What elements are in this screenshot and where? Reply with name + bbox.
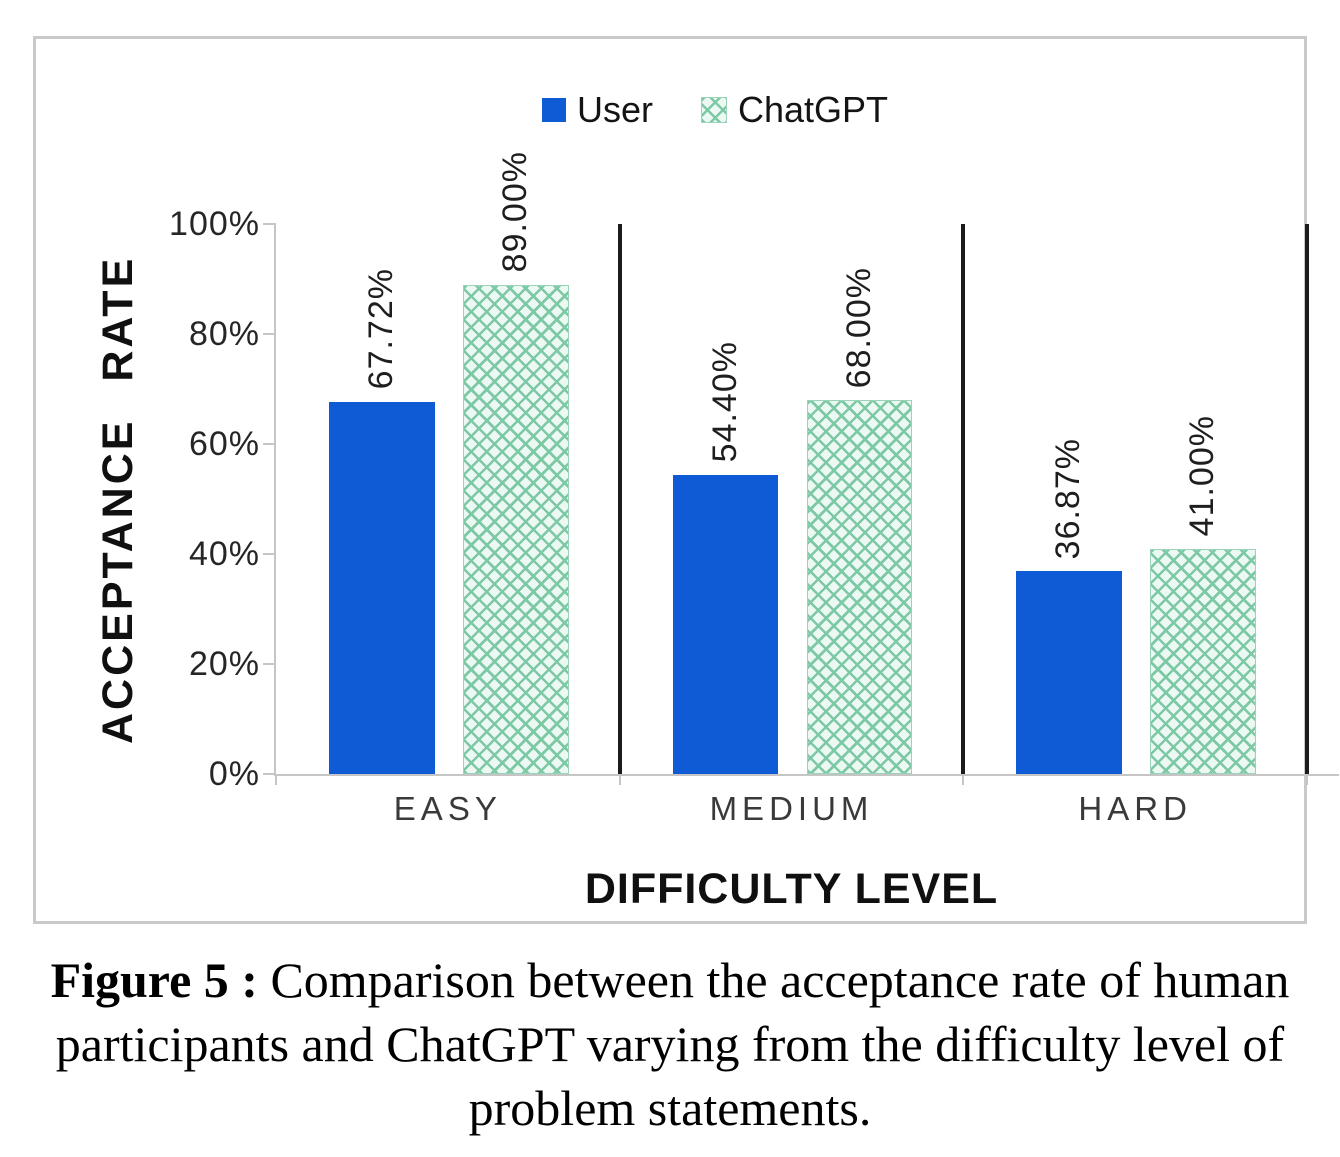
bar-chatgpt-easy: [462, 284, 569, 774]
legend-item-chatgpt: ChatGPT: [700, 89, 889, 131]
y-tick-label-20: 20%: [188, 645, 260, 683]
category-label-medium: MEDIUM: [709, 790, 874, 827]
category-group-medium: 54.40% 68.00% MEDIUM: [620, 224, 966, 827]
x-tick-mark: [1306, 774, 1308, 785]
y-tick-mark-20: [263, 663, 276, 665]
category-label-hard: HARD: [1078, 790, 1192, 827]
bar-value-label-user-medium: 54.40%: [705, 341, 744, 463]
y-tick-label-40: 40%: [188, 535, 260, 573]
y-tick-mark-40: [263, 553, 276, 555]
category-group-easy: 67.72% 89.00% EASY: [276, 151, 622, 827]
figure-caption: Figure 5 : Comparison between the accept…: [8, 948, 1332, 1140]
y-tick-mark-0: [263, 773, 276, 775]
bar-value-label-chatgpt-medium: 68.00%: [839, 266, 878, 388]
legend-label-user: User: [576, 89, 653, 130]
y-tick-label-60: 60%: [188, 425, 260, 463]
bar-user-medium: [672, 474, 779, 774]
category-separator: [1304, 224, 1309, 774]
legend-item-user: User: [541, 89, 653, 131]
bar-value-label-chatgpt-hard: 41.00%: [1183, 415, 1222, 537]
y-tick-label-100: 100%: [169, 205, 260, 243]
bar-value-label-chatgpt-easy: 89.00%: [495, 151, 534, 273]
legend-swatch-user-square-icon: [541, 98, 566, 122]
y-tick-label-0: 0%: [208, 755, 260, 793]
y-tick-mark-100: [263, 223, 276, 225]
chart-legend: User ChatGPT: [126, 89, 1304, 131]
chart-frame: User ChatGPT ACCEPTANCE RATE 0% 20% 40% 60% 8…: [33, 36, 1339, 924]
y-tick-mark-80: [263, 333, 276, 335]
bar-value-label-user-easy: 67.72%: [361, 268, 400, 390]
category-separator: [961, 224, 966, 774]
x-tick-mark: [962, 774, 965, 785]
category-label-easy: EASY: [393, 790, 502, 827]
y-tick-mark-60: [263, 443, 276, 445]
caption-text: Comparison between the acceptance rate o…: [55, 952, 1290, 1136]
bar-user-hard: [1016, 571, 1123, 774]
plot-area: 0% 20% 40% 60% 80% 100% 67.72% 89.00% EASY 54.40%…: [169, 151, 1339, 827]
x-tick-mark: [618, 774, 621, 785]
x-axis-title: DIFFICULTY LEVEL: [584, 865, 999, 913]
bar-value-label-user-hard: 36.87%: [1049, 437, 1088, 560]
y-tick-label-80: 80%: [188, 315, 260, 353]
category-separator: [617, 224, 622, 774]
legend-label-chatgpt: ChatGPT: [737, 89, 889, 130]
bar-chatgpt-medium: [806, 400, 913, 774]
x-tick-mark: [275, 774, 277, 785]
bar-user-easy: [328, 401, 435, 774]
bar-chatgpt-hard: [1150, 548, 1257, 774]
caption-label: Figure 5 :: [50, 952, 258, 1008]
category-group-hard: 36.87% 41.00% HARD: [963, 224, 1309, 827]
y-axis-title: ACCEPTANCE RATE: [94, 255, 142, 745]
legend-swatch-chatgpt-pattern-icon: [700, 97, 727, 123]
x-axis-line-extension: [1307, 774, 1339, 776]
